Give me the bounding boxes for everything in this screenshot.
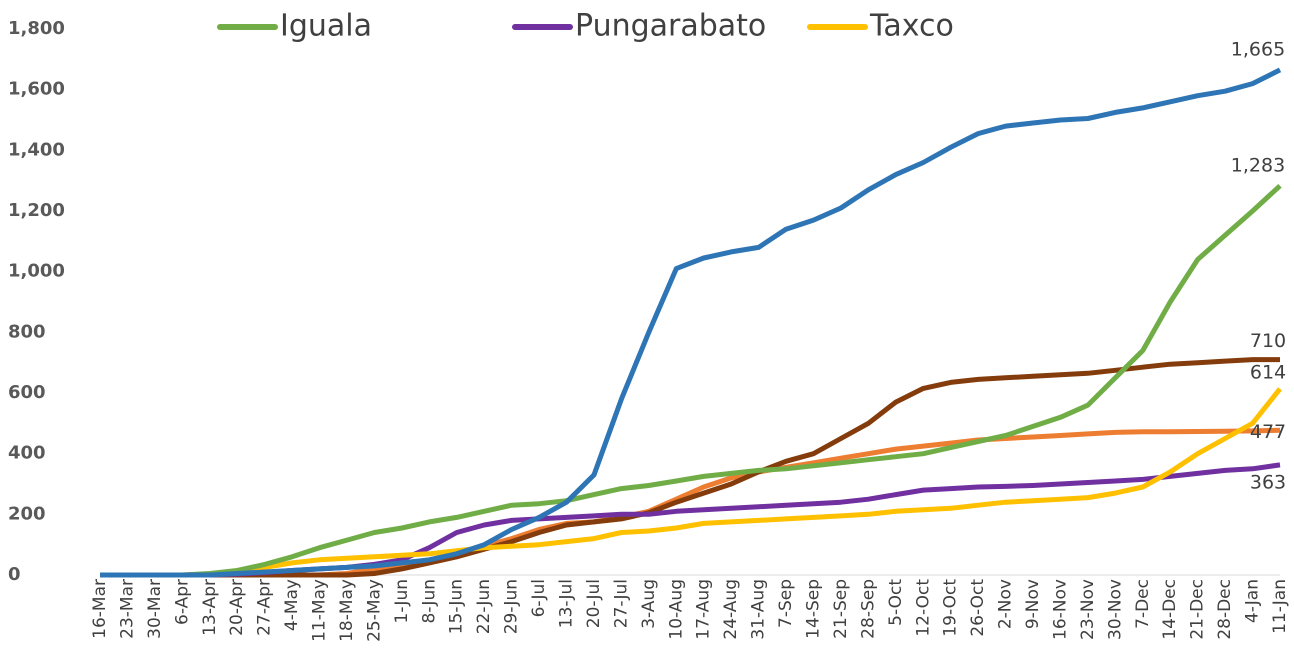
y-tick-label: 1,400: [8, 139, 65, 160]
x-tick-label: 28-Sep: [858, 579, 878, 639]
series-line: [100, 357, 1280, 578]
series-line: [100, 67, 1282, 578]
y-tick-label: 1,600: [8, 79, 65, 100]
x-tick-label: 27-Apr: [255, 579, 275, 636]
x-tick-label: 31-Aug: [749, 579, 769, 640]
x-tick-label: 17-Aug: [694, 579, 714, 640]
y-tick-label: 800: [8, 321, 46, 342]
x-tick-label: 27-Jul: [611, 579, 631, 628]
x-tick-label: 20-Jul: [584, 579, 604, 628]
x-tick-label: 6-Apr: [172, 579, 192, 625]
x-tick-label: 2-Nov: [996, 579, 1016, 629]
data-label: 710: [1250, 330, 1286, 352]
x-tick-label: 4-May: [282, 579, 302, 631]
x-tick-label: 30-Mar: [145, 579, 165, 639]
x-tick-label: 7-Sep: [776, 579, 796, 628]
x-tick-label: 28-Dec: [1215, 579, 1235, 640]
y-tick-label: 1,200: [8, 200, 65, 221]
legend-label: Iguala: [280, 9, 372, 44]
x-tick-label: 9-Nov: [1023, 579, 1043, 629]
x-tick-label: 23-Mar: [117, 579, 137, 639]
x-tick-label: 30-Nov: [1105, 579, 1125, 640]
y-tick-label: 1,000: [8, 261, 65, 282]
x-tick-label: 5-Oct: [886, 579, 906, 626]
x-tick-label: 11-May: [310, 579, 330, 642]
legend-label: Taxco: [869, 9, 954, 44]
x-tick-label: 16-Mar: [90, 579, 110, 639]
x-tick-label: 14-Dec: [1160, 579, 1180, 640]
series-line: [100, 183, 1282, 578]
y-tick-label: 600: [8, 382, 46, 403]
x-tick-label: 16-Nov: [1050, 579, 1070, 640]
data-label: 1,665: [1231, 38, 1285, 60]
x-tick-label: 22-Jun: [474, 579, 494, 634]
x-tick-label: 21-Sep: [831, 579, 851, 639]
x-tick-label: 1-Jun: [392, 579, 412, 623]
x-tick-label: 12-Oct: [913, 579, 933, 637]
y-tick-label: 200: [8, 503, 46, 524]
x-tick-label: 4-Jan: [1243, 579, 1263, 623]
x-tick-label: 10-Aug: [666, 579, 686, 640]
x-tick-label: 6-Jul: [529, 579, 549, 617]
y-tick-label: 0: [8, 564, 21, 585]
x-tick-label: 23-Nov: [1078, 579, 1098, 640]
x-tick-label: 3-Aug: [639, 579, 659, 629]
data-label: 477: [1250, 421, 1286, 443]
x-tick-label: 29-Jun: [502, 579, 522, 634]
x-tick-label: 11-Jan: [1270, 579, 1290, 634]
x-tick-label: 7-Dec: [1133, 579, 1153, 629]
y-tick-label: 1,800: [8, 18, 65, 39]
x-tick-label: 19-Oct: [941, 579, 961, 637]
x-tick-label: 8-Jun: [419, 579, 439, 623]
x-tick-label: 13-Apr: [200, 579, 220, 636]
data-label: 1,283: [1231, 154, 1285, 176]
x-tick-label: 24-Aug: [721, 579, 741, 640]
data-label: 363: [1250, 471, 1286, 493]
x-tick-label: 25-May: [364, 579, 384, 642]
y-tick-label: 400: [8, 443, 46, 464]
series-line: [100, 427, 1281, 578]
x-tick-label: 14-Sep: [803, 579, 823, 639]
data-label: 614: [1250, 361, 1286, 383]
x-tick-label: 21-Dec: [1188, 579, 1208, 640]
x-tick-label: 20-Apr: [227, 579, 247, 636]
x-tick-label: 13-Jul: [557, 579, 577, 628]
legend-label: Pungarabato: [575, 9, 766, 44]
x-tick-label: 15-Jun: [447, 579, 467, 634]
x-tick-label: 18-May: [337, 579, 357, 642]
x-tick-label: 26-Oct: [968, 579, 988, 637]
series-line: [100, 387, 1282, 578]
